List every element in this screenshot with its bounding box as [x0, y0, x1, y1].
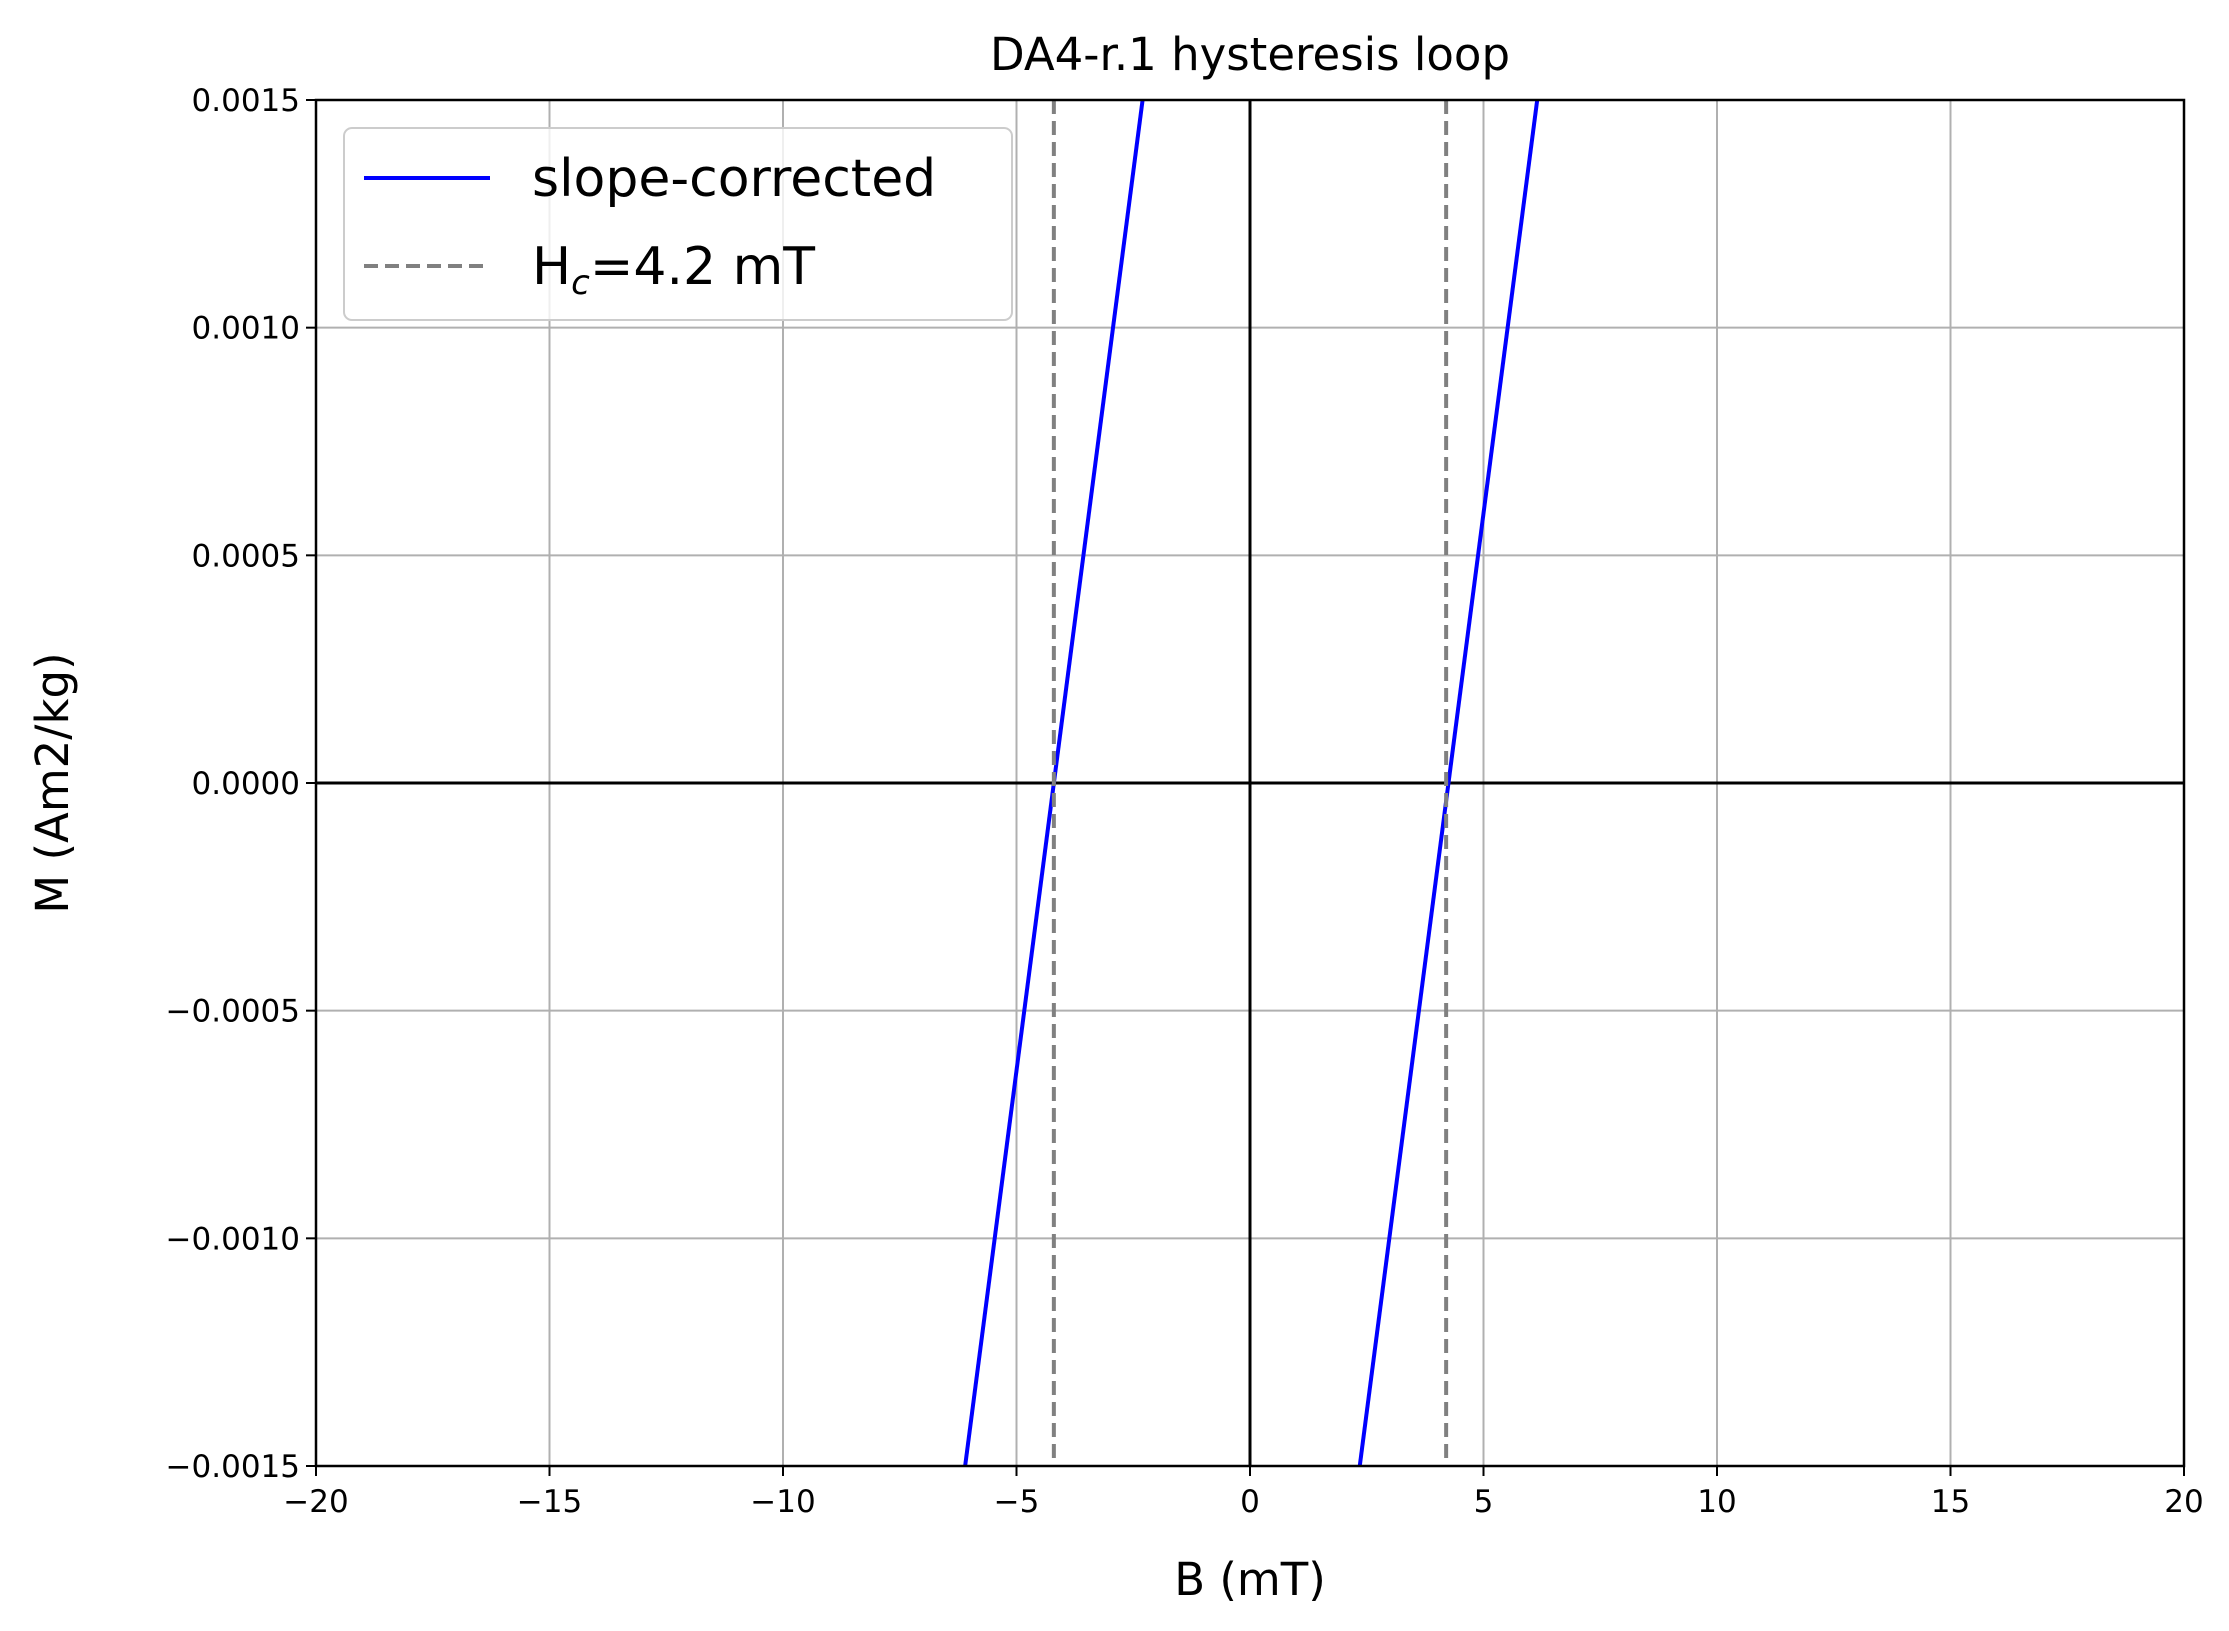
x-tick-label: −15 — [517, 1484, 582, 1520]
x-tick-label: −5 — [994, 1484, 1040, 1520]
series-line-slope-corrected-2 — [1357, 99, 1540, 1467]
y-tick-label: 0.0010 — [192, 311, 300, 347]
legend-hc-value: =4.2 mT — [590, 237, 815, 297]
y-tick-label: 0.0015 — [192, 83, 300, 119]
x-tick-label: 5 — [1474, 1484, 1494, 1520]
legend-label-slope-corrected: slope-corrected — [532, 149, 936, 209]
x-tick-label: −20 — [283, 1484, 348, 1520]
y-tick-label: −0.0015 — [166, 1449, 300, 1485]
legend: slope-corrected Hc=4.2 mT — [343, 127, 1013, 321]
legend-box — [343, 127, 1013, 321]
x-tick-label: 10 — [1697, 1484, 1736, 1520]
axis-ticks: −20 −15 −10 −5 0 5 10 15 20 −0.0015 −0.0010 −0.0005… — [166, 83, 2204, 1520]
x-tick-label: 20 — [2164, 1484, 2203, 1520]
x-tick-label: −10 — [750, 1484, 815, 1520]
legend-hc-subscript: c — [571, 263, 590, 303]
x-tick-label: 15 — [1931, 1484, 1970, 1520]
y-tick-label: 0.0000 — [192, 766, 300, 802]
y-tick-label: 0.0005 — [192, 538, 300, 574]
y-tick-label: −0.0010 — [166, 1221, 300, 1257]
chart-title: DA4-r.1 hysteresis loop — [990, 28, 1510, 81]
zero-lines — [316, 100, 2184, 1466]
legend-label-hc: Hc=4.2 mT — [532, 237, 815, 303]
x-axis-label: B (mT) — [1174, 1553, 1326, 1606]
y-axis-label: M (Am2/kg) — [26, 652, 79, 913]
legend-hc-main: H — [532, 237, 571, 297]
y-tick-label: −0.0005 — [166, 994, 300, 1030]
plot-area — [963, 99, 1540, 1467]
x-tick-label: 0 — [1240, 1484, 1260, 1520]
